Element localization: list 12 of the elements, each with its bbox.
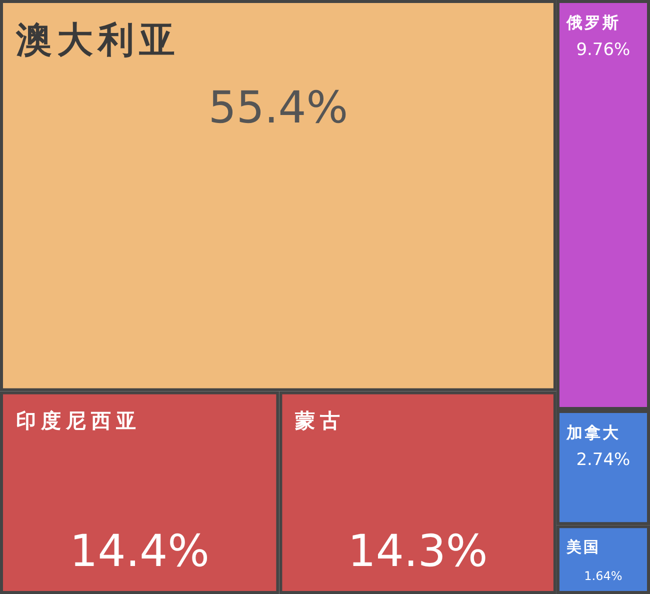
category-label: 美国 [565,538,600,556]
category-label: 澳大利亚 [15,20,180,61]
data-label: 14.3% [348,526,488,577]
data-label: 1.64% [584,569,622,583]
data-label: 55.4% [208,82,348,134]
category-label: 俄罗斯 [565,13,620,32]
category-label: 印度尼西亚 [16,408,141,432]
category-label: 加拿大 [565,423,620,442]
data-label: 14.4% [70,526,210,577]
category-label: 蒙古 [294,408,346,432]
data-label: 9.76% [576,40,630,60]
data-label: 2.74% [576,450,630,470]
